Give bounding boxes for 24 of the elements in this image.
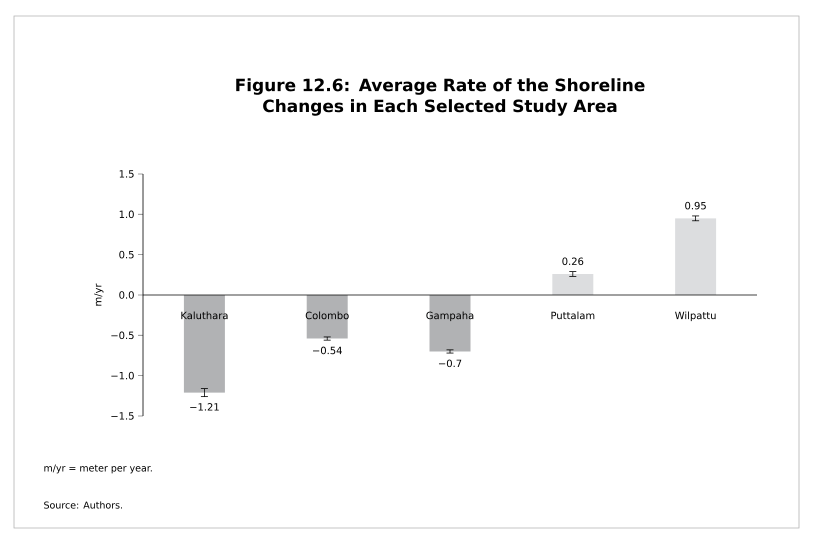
y-tick-label: 0.5 (119, 250, 134, 258)
y-tick-label: 0.0 (119, 291, 134, 299)
x-tick-label: Wilpattu (675, 311, 716, 322)
y-tick-label: 1.5 (120, 170, 134, 178)
chart-title: Figure 12.6: Average Rate of the Shoreline Changes in Each Selected Study Area (236, 78, 645, 116)
bar (306, 294, 348, 339)
x-tick-label: Puttalam (551, 311, 594, 320)
text: m/yr = meter per year. (44, 464, 152, 474)
data-label: −1.21 (190, 403, 219, 411)
data-label: −0.7 (438, 360, 462, 368)
data-label: 0.95 (685, 202, 706, 210)
x-tick-label: Gampaha (426, 311, 474, 322)
y-tick-label: −1.0 (111, 372, 134, 380)
y-tick-label: −0.5 (111, 332, 134, 340)
y-axis-title: m/yr (94, 283, 104, 306)
x-tick-label: Kaluthara (181, 311, 228, 320)
x-tick-label: Colombo (306, 311, 349, 320)
bar (675, 218, 716, 295)
y-tick-label: 1.0 (120, 210, 134, 218)
y-tick-label: −1.5 (111, 412, 134, 420)
data-label: 0.26 (562, 258, 584, 266)
source-note: Source: Authors. (44, 501, 122, 509)
data-label: −0.54 (313, 346, 342, 354)
bar (552, 274, 594, 295)
